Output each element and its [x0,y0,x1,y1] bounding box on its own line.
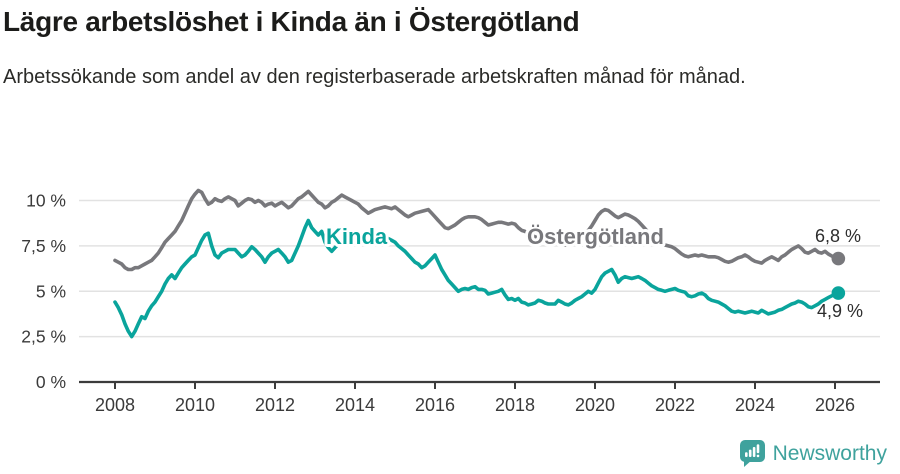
y-tick-label: 10 % [26,191,66,211]
chart-subtitle: Arbetssökande som andel av den registerb… [3,66,746,88]
y-tick-label: 7,5 % [21,236,66,256]
x-tick-label: 2008 [95,395,135,415]
x-tick-label: 2026 [815,395,855,415]
x-tick-label: 2010 [175,395,215,415]
series-end-value-östergötland: 6,8 % [815,226,861,246]
logo-bubble-tail [743,460,752,467]
series-end-dot-kinda [831,286,846,300]
x-tick-label: 2018 [495,395,535,415]
brand-name: Newsworthy [772,441,887,465]
logo-exclamation-stem [756,444,759,454]
y-tick-label: 0 % [36,372,66,392]
chart-title: Lägre arbetslöshet i Kinda än i Östergöt… [3,6,580,37]
x-tick-label: 2020 [575,395,615,415]
series-label-östergötland: Östergötland [527,224,664,249]
logo-bubble [739,440,765,462]
series-end-dot-östergötland [831,251,846,266]
x-tick-label: 2012 [255,395,295,415]
logo-bar-1 [744,452,748,457]
series-line-kinda [113,218,841,339]
series-end-value-kinda: 4,9 % [817,301,863,321]
logo-exclamation-dot [756,454,759,458]
series-line-östergötland [113,188,841,272]
series-label-kinda: Kinda [326,224,388,249]
newsworthy-logo-icon [739,440,765,467]
y-tick-label: 5 % [36,281,66,301]
logo-bar-3 [752,447,756,457]
x-tick-label: 2014 [335,395,375,415]
logo-bar-2 [748,449,752,457]
x-tick-label: 2022 [655,395,695,415]
x-tick-label: 2024 [735,395,775,415]
brand-footer: Newsworthy [739,440,887,467]
x-tick-label: 2016 [415,395,455,415]
y-tick-label: 2,5 % [21,327,66,347]
